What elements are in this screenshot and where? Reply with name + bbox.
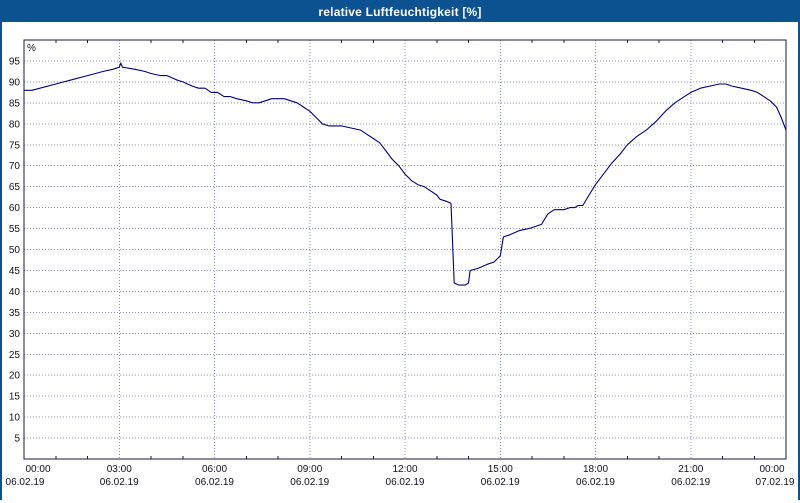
svg-text:07.02.19: 07.02.19 — [756, 477, 795, 488]
svg-text:21:00: 21:00 — [678, 464, 703, 475]
svg-text:06.02.19: 06.02.19 — [100, 477, 139, 488]
svg-text:06.02.19: 06.02.19 — [671, 477, 710, 488]
svg-text:18:00: 18:00 — [583, 464, 608, 475]
chart-title: relative Luftfeuchtigkeit [%] — [318, 5, 482, 19]
svg-text:45: 45 — [9, 266, 21, 277]
title-bar: relative Luftfeuchtigkeit [%] — [2, 2, 798, 22]
svg-text:09:00: 09:00 — [297, 464, 322, 475]
svg-text:30: 30 — [9, 329, 21, 340]
svg-text:5: 5 — [14, 434, 20, 445]
svg-text:35: 35 — [9, 308, 21, 319]
svg-text:40: 40 — [9, 287, 21, 298]
chart-area: 5 10 15 20 25 30 35 40 45 50 55 60 65 70 75 80 85 90 95% 00… — [2, 22, 798, 503]
svg-text:55: 55 — [9, 224, 21, 235]
svg-text:50: 50 — [9, 245, 21, 256]
svg-text:60: 60 — [9, 203, 21, 214]
svg-text:75: 75 — [9, 140, 21, 151]
svg-text:06:00: 06:00 — [202, 464, 227, 475]
svg-text:06.02.19: 06.02.19 — [290, 477, 329, 488]
svg-text:06.02.19: 06.02.19 — [386, 477, 425, 488]
svg-text:65: 65 — [9, 182, 21, 193]
svg-text:90: 90 — [9, 77, 21, 88]
svg-text:95: 95 — [9, 56, 21, 67]
humidity-line-chart: 5 10 15 20 25 30 35 40 45 50 55 60 65 70 75 80 85 90 95% 00… — [6, 39, 795, 488]
svg-text:12:00: 12:00 — [392, 464, 417, 475]
svg-text:25: 25 — [9, 350, 21, 361]
svg-text:70: 70 — [9, 161, 21, 172]
svg-text:85: 85 — [9, 98, 21, 109]
svg-text:06.02.19: 06.02.19 — [195, 477, 234, 488]
svg-text:00:00: 00:00 — [25, 464, 50, 475]
svg-text:10: 10 — [9, 413, 21, 424]
svg-text:03:00: 03:00 — [107, 464, 132, 475]
svg-text:20: 20 — [9, 371, 21, 382]
svg-text:06.02.19: 06.02.19 — [576, 477, 615, 488]
svg-text:15: 15 — [9, 392, 21, 403]
svg-text:06.02.19: 06.02.19 — [6, 477, 45, 488]
svg-text:15:00: 15:00 — [488, 464, 513, 475]
svg-text:06.02.19: 06.02.19 — [481, 477, 520, 488]
svg-text:00:00: 00:00 — [759, 464, 784, 475]
svg-text:80: 80 — [9, 119, 21, 130]
svg-text:%: % — [27, 43, 36, 54]
